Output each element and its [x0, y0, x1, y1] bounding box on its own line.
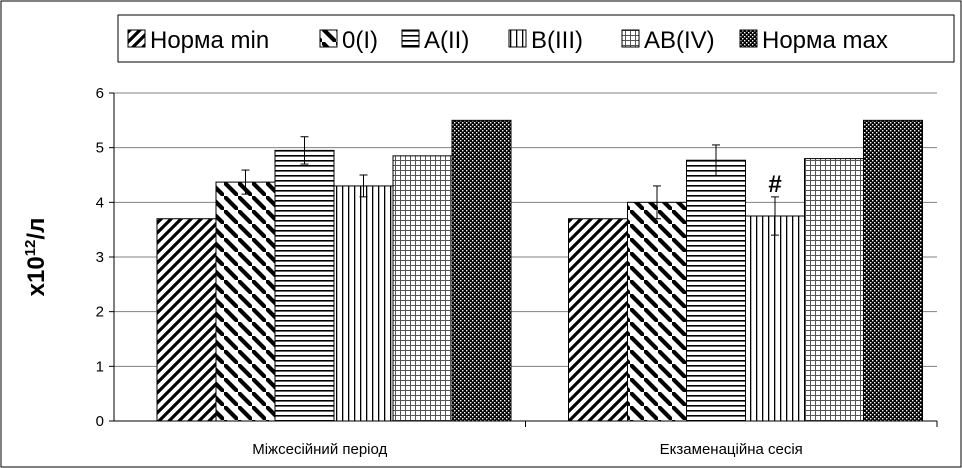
annotations: #: [768, 171, 781, 198]
legend: Норма min 0(I) A(II) B(III) AB(IV) Норма max: [127, 27, 888, 54]
legend-item-ab-iv: AB(IV): [621, 27, 715, 54]
bar-норма-max-1: [451, 119, 512, 422]
y-tick-labels: 0 1 2 3 4 5 6: [96, 85, 114, 430]
error-bars: [241, 136, 779, 236]
legend-label: A(II): [424, 27, 469, 54]
legend-box: [117, 14, 955, 63]
bar-a-ii-1: [274, 149, 335, 422]
y-tick-label: 1: [96, 358, 104, 375]
y-tick-label: 2: [96, 304, 104, 321]
bar-b-iii-2: [745, 215, 805, 422]
y-axis-title: x1012/л: [22, 218, 50, 297]
bars: [156, 119, 923, 422]
legend-item-0-i: 0(I): [319, 27, 378, 54]
y-tick-label: 4: [96, 194, 104, 211]
y-tick-label: 3: [96, 249, 104, 266]
bar-норма-min-1: [156, 218, 217, 422]
legend-item-a-ii: A(II): [401, 27, 469, 54]
y-tick-label: 0: [96, 413, 104, 430]
bar-ab-iv-1: [392, 155, 453, 422]
legend-label: Норма max: [762, 27, 888, 54]
bar-ab-iv-2: [804, 158, 864, 422]
legend-item-b-iii: B(III): [508, 27, 583, 54]
bar-норма-min-2: [568, 218, 628, 422]
y-tick-label: 5: [96, 140, 104, 157]
legend-item-норма-min: Норма min: [127, 27, 269, 54]
legend-swatch: [401, 29, 420, 48]
legend-swatch: [739, 29, 758, 48]
bar-норма-max-2: [863, 119, 923, 422]
legend-swatch: [319, 29, 338, 48]
y-axis-title-superscript: 12: [22, 240, 39, 257]
x-tick-label: Екзаменаційна сесія: [660, 441, 803, 458]
legend-swatch: [508, 29, 527, 48]
legend-label: Норма min: [150, 27, 269, 54]
bar-0-i-2: [627, 201, 687, 422]
significance-annotation: #: [768, 171, 781, 198]
legend-label: B(III): [531, 27, 583, 54]
y-axis-title-base: x10: [23, 256, 50, 296]
x-tick-labels: Міжсесійний період Екзаменаційна сесія: [252, 421, 938, 458]
x-tick-label: Міжсесійний період: [252, 441, 387, 458]
bar-a-ii-2: [686, 159, 746, 422]
y-axis-title-unit: /л: [23, 218, 50, 240]
y-tick-label: 6: [96, 85, 104, 102]
legend-swatch: [621, 29, 640, 48]
bar-0-i-1: [215, 181, 276, 422]
legend-swatch: [127, 29, 146, 48]
legend-label: 0(I): [342, 27, 378, 54]
legend-item-норма-max: Норма max: [739, 27, 888, 54]
bar-b-iii-1: [333, 185, 394, 422]
legend-label: AB(IV): [644, 27, 715, 54]
